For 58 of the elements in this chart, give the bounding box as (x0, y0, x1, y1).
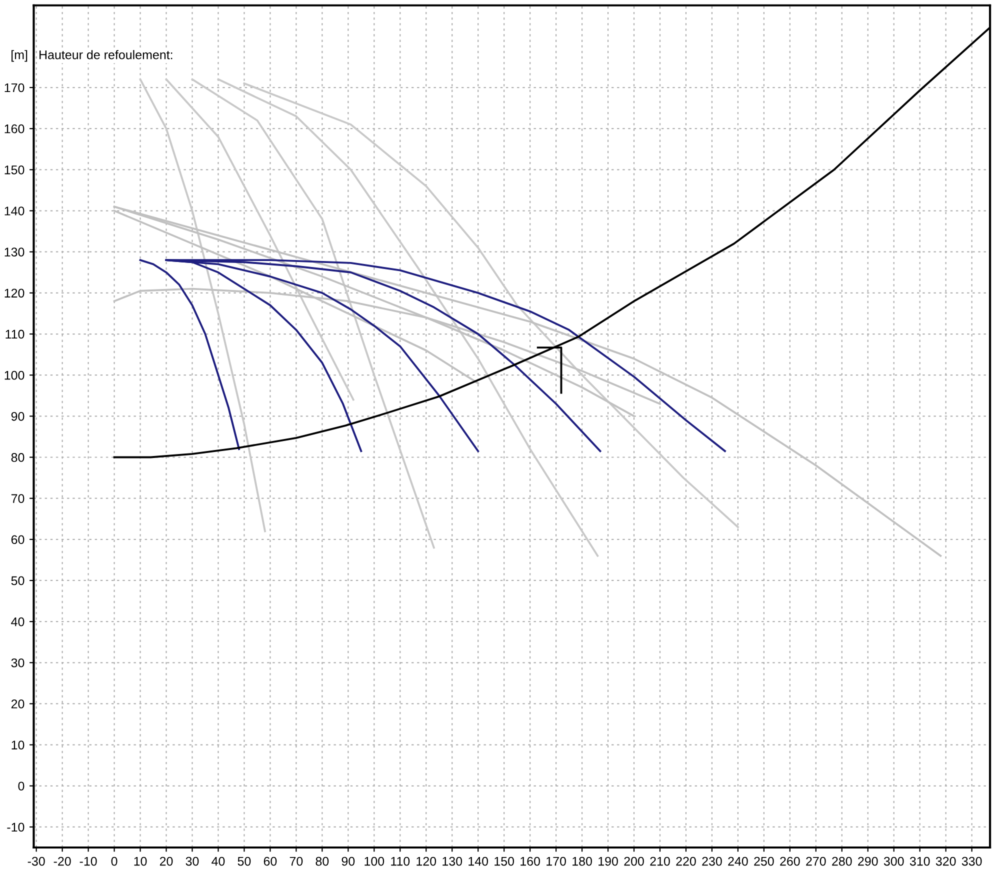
y-tick-label: 150 (4, 165, 24, 174)
x-tick-label: 100 (364, 856, 384, 866)
x-tick-label: 50 (238, 856, 251, 866)
y-tick-label: 70 (11, 494, 24, 503)
x-tick-label: -10 (80, 856, 97, 866)
x-tick-label: 160 (520, 856, 540, 866)
x-tick-label: 110 (391, 856, 410, 866)
x-tick-label: 230 (702, 856, 722, 866)
x-tick-label: 40 (212, 856, 225, 866)
x-tick-label: -20 (54, 856, 71, 866)
y-tick-label: 100 (4, 370, 24, 380)
x-tick-label: 220 (676, 856, 696, 866)
x-tick-label: 60 (264, 856, 277, 866)
y-tick-label: 170 (4, 83, 24, 92)
x-tick-label: 30 (186, 856, 199, 866)
y-tick-label: 30 (11, 658, 24, 668)
x-tick-label: 20 (160, 856, 173, 866)
y-tick-label: 110 (6, 330, 24, 339)
y-axis-title: [m] (12, 50, 28, 62)
x-tick-label: 120 (416, 856, 436, 866)
y-tick-label: 60 (11, 535, 24, 544)
y-tick-label: 140 (4, 206, 24, 216)
x-tick-label: 10 (134, 856, 147, 866)
x-tick-label: 190 (598, 856, 618, 866)
x-tick-label: 270 (806, 856, 826, 866)
y-tick-label: 90 (11, 412, 24, 421)
x-tick-label: 310 (910, 856, 930, 866)
y-tick-label: 120 (4, 288, 24, 298)
y-tick-label: 40 (11, 617, 24, 626)
y-tick-label: 160 (4, 124, 24, 134)
x-tick-label: 180 (572, 856, 592, 866)
x-tick-label: 170 (546, 856, 566, 866)
x-tick-label: 90 (342, 856, 355, 866)
text: Hauteur de refoulement: (40, 50, 172, 60)
x-tick-label: 250 (754, 856, 774, 866)
y-tick-label: 20 (11, 700, 24, 708)
y-tick-label: -10 (7, 822, 24, 832)
x-tick-label: 200 (624, 856, 644, 866)
y-tick-label: 0 (18, 782, 24, 791)
x-tick-label: 290 (858, 856, 878, 866)
x-tick-label: 260 (780, 856, 800, 866)
x-tick-label: 140 (468, 856, 488, 866)
y-tick-label: 130 (4, 248, 24, 256)
x-tick-label: 280 (832, 856, 852, 866)
y-tick-label: 10 (12, 740, 24, 750)
x-tick-label: 320 (936, 856, 956, 866)
x-tick-label: 130 (442, 856, 462, 866)
x-tick-label: 210 (650, 856, 670, 866)
x-tick-label: 0 (111, 856, 118, 866)
x-tick-label: -30 (28, 856, 45, 866)
x-tick-label: 240 (728, 856, 748, 866)
x-tick-label: 80 (316, 856, 329, 866)
x-tick-label: 330 (962, 856, 982, 866)
x-tick-label: 70 (290, 856, 303, 866)
y-tick-label: 50 (11, 576, 24, 586)
x-tick-label: 150 (494, 856, 514, 866)
y-tick-label: 80 (11, 453, 24, 462)
x-tick-label: 300 (884, 856, 904, 866)
